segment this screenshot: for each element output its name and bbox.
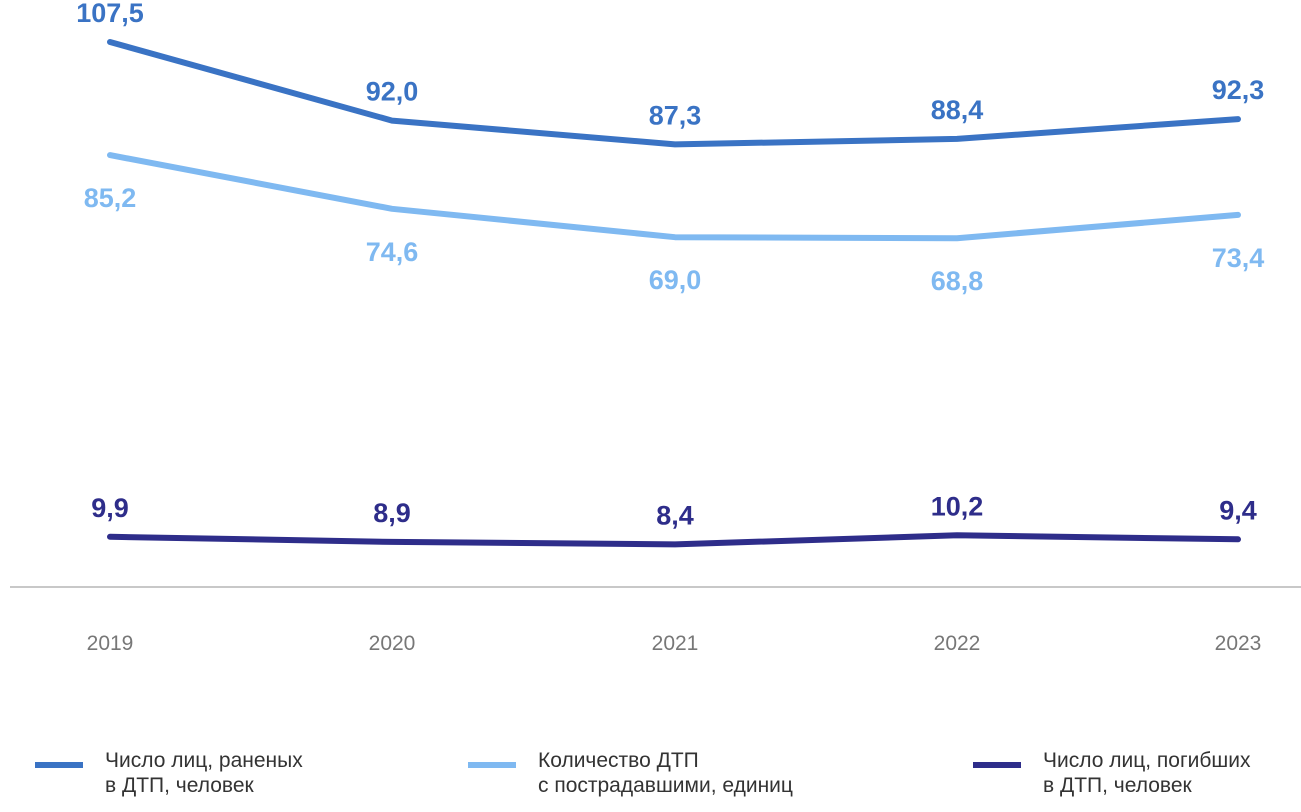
data-label-injured-2020: 92,0 — [366, 77, 419, 107]
legend-swatch-killed — [973, 762, 1021, 768]
series-line-killed — [110, 535, 1238, 544]
x-tick-label-2021: 2021 — [652, 632, 699, 655]
data-label-killed-2019: 9,9 — [91, 493, 129, 523]
data-label-killed-2023: 9,4 — [1219, 495, 1257, 525]
data-label-injured-2021: 87,3 — [649, 100, 702, 130]
data-label-injured-2019: 107,5 — [76, 0, 144, 28]
data-label-killed-2020: 8,9 — [373, 498, 411, 528]
x-tick-label-2023: 2023 — [1215, 632, 1262, 655]
data-label-accidents-2023: 73,4 — [1212, 243, 1265, 273]
x-axis: 2019 2020 2021 2022 2023 — [10, 587, 1301, 655]
x-tick-label-2019: 2019 — [87, 632, 134, 655]
legend: Число лиц, раненых в ДТП, человек Количе… — [0, 748, 1301, 807]
data-label-accidents-2021: 69,0 — [649, 265, 702, 295]
data-label-accidents-2020: 74,6 — [366, 237, 419, 267]
x-tick-label-2020: 2020 — [369, 632, 416, 655]
data-label-injured-2022: 88,4 — [931, 95, 984, 125]
legend-label-killed: Число лиц, погибших в ДТП, человек — [1043, 748, 1250, 798]
legend-swatch-accidents — [468, 762, 516, 768]
data-label-killed-2021: 8,4 — [656, 500, 694, 530]
x-tick-label-2022: 2022 — [934, 632, 981, 655]
legend-label-accidents: Количество ДТП с пострадавшими, единиц — [538, 748, 793, 798]
data-label-killed-2022: 10,2 — [931, 491, 984, 521]
data-label-accidents-2019: 85,2 — [84, 183, 137, 213]
data-label-accidents-2022: 68,8 — [931, 266, 984, 296]
series-line-accidents — [110, 155, 1238, 238]
legend-label-injured: Число лиц, раненых в ДТП, человек — [105, 748, 303, 798]
legend-swatch-injured — [35, 762, 83, 768]
data-label-injured-2023: 92,3 — [1212, 75, 1265, 105]
